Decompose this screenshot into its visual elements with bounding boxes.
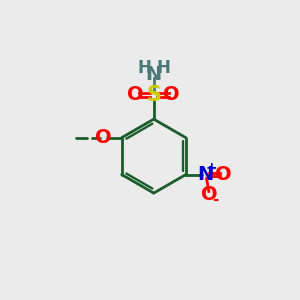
Text: O: O — [215, 165, 232, 184]
Text: N: N — [197, 165, 214, 184]
Text: N: N — [146, 64, 162, 84]
Text: O: O — [200, 185, 217, 204]
Text: S: S — [146, 85, 161, 105]
Text: O: O — [128, 85, 144, 104]
Text: -: - — [213, 192, 219, 207]
Text: +: + — [206, 161, 218, 176]
Text: H: H — [156, 59, 170, 77]
Text: O: O — [95, 128, 112, 147]
Text: O: O — [164, 85, 180, 104]
Text: H: H — [138, 59, 152, 77]
